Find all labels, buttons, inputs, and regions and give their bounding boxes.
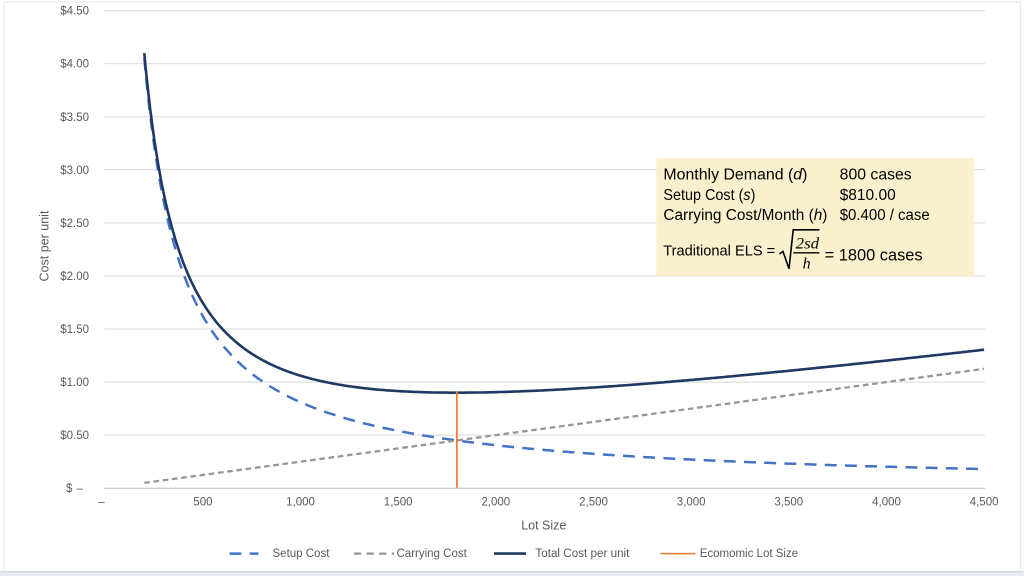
svg-text:Lot Size: Lot Size <box>521 519 566 533</box>
svg-text:3,500: 3,500 <box>774 496 803 508</box>
svg-text:$2.50: $2.50 <box>60 218 89 230</box>
svg-text:4,500: 4,500 <box>970 496 999 508</box>
svg-text:500: 500 <box>193 496 212 508</box>
svg-text:2,500: 2,500 <box>579 496 608 508</box>
svg-text:$3.50: $3.50 <box>60 112 89 124</box>
svg-text:$0.50: $0.50 <box>60 430 89 442</box>
svg-text:Traditional ELS =: Traditional ELS = <box>663 242 775 259</box>
svg-text:1,000: 1,000 <box>286 496 315 508</box>
svg-text:h: h <box>803 255 811 272</box>
svg-text:–: – <box>98 496 105 508</box>
svg-text:$: $ <box>66 483 73 495</box>
svg-text:Carrying Cost/Month (h): Carrying Cost/Month (h) <box>663 207 827 224</box>
svg-text:$1.50: $1.50 <box>60 324 89 336</box>
svg-text:$1.00: $1.00 <box>60 377 89 389</box>
svg-text:$4.00: $4.00 <box>60 59 89 71</box>
svg-text:Carrying Cost: Carrying Cost <box>397 548 468 560</box>
svg-text:Cost per unit: Cost per unit <box>38 210 52 281</box>
svg-text:Total Cost per unit: Total Cost per unit <box>535 548 630 560</box>
svg-text:Setup Cost: Setup Cost <box>273 548 331 560</box>
svg-text:$3.00: $3.00 <box>60 165 89 177</box>
svg-text:1,500: 1,500 <box>384 496 413 508</box>
svg-text:$0.400 / case: $0.400 / case <box>840 207 930 224</box>
svg-text:Ecomomic Lot Size: Ecomomic Lot Size <box>700 548 798 560</box>
svg-text:$810.00: $810.00 <box>840 187 896 204</box>
svg-text:800 cases: 800 cases <box>840 166 912 183</box>
svg-text:4,000: 4,000 <box>872 496 901 508</box>
svg-text:= 1800 cases: = 1800 cases <box>825 245 923 264</box>
svg-text:2sd: 2sd <box>796 236 821 253</box>
svg-text:3,000: 3,000 <box>677 496 706 508</box>
svg-text:$4.50: $4.50 <box>60 6 89 18</box>
svg-text:$2.00: $2.00 <box>60 271 89 283</box>
svg-text:Setup Cost (s): Setup Cost (s) <box>663 187 755 204</box>
svg-text:2,000: 2,000 <box>481 496 510 508</box>
svg-text:–: – <box>77 483 84 495</box>
svg-text:Monthly Demand (d): Monthly Demand (d) <box>663 166 807 183</box>
